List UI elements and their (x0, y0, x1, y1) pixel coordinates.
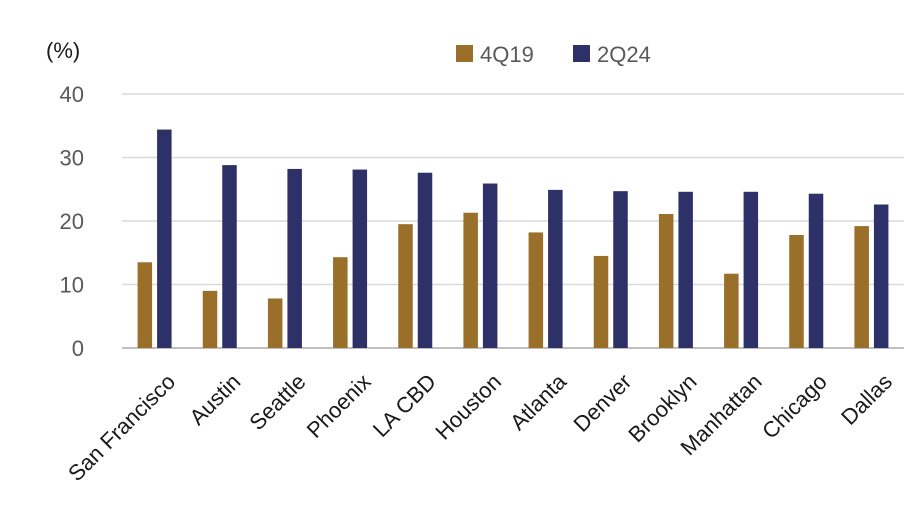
bar-2q24 (222, 165, 237, 348)
bar-2q24 (678, 191, 693, 348)
x-category-label: Atlanta (505, 368, 572, 435)
bar-4q19 (593, 255, 609, 348)
bar-2q24 (352, 169, 368, 348)
y-tick-label: 10 (60, 273, 84, 298)
x-category-label: Chicago (757, 369, 832, 444)
x-category-label: Phoenix (302, 369, 376, 443)
x-category-label: Dallas (836, 369, 897, 430)
bar-2q24 (808, 193, 824, 348)
bar-4q19 (789, 234, 804, 348)
legend-label-2q24: 2Q24 (597, 42, 651, 67)
bar-4q19 (724, 273, 739, 348)
x-category-label: Austin (184, 369, 245, 430)
y-tick-label: 20 (60, 209, 84, 234)
bar-4q19 (463, 212, 478, 348)
legend: 4Q19 2Q24 (456, 42, 651, 67)
bar-2q24 (613, 191, 628, 348)
y-tick-label: 0 (72, 336, 84, 361)
bar-4q19 (137, 262, 153, 348)
y-tick-label: 30 (60, 146, 84, 171)
bar-4q19 (267, 298, 283, 348)
bar-2q24 (873, 204, 889, 348)
x-category-label: LA CBD (368, 369, 441, 442)
legend-swatch-2q24 (573, 45, 590, 62)
bar-2q24 (417, 172, 433, 348)
bar-2q24 (743, 191, 759, 348)
legend-label-4q19: 4Q19 (480, 42, 534, 67)
bar-4q19 (854, 226, 869, 348)
x-category-label: San Francisco (63, 369, 180, 486)
bar-4q19 (333, 257, 348, 348)
bar-2q24 (157, 129, 172, 348)
bar-4q19 (202, 290, 218, 348)
gridlines (122, 93, 904, 349)
bar-4q19 (528, 232, 544, 348)
bar-4q19 (658, 214, 674, 348)
x-category-label: Houston (430, 369, 506, 445)
bar-2q24 (287, 168, 302, 348)
y-axis-unit-label: (%) (46, 38, 80, 63)
legend-swatch-4q19 (456, 45, 473, 62)
bar-2q24 (548, 189, 563, 348)
bar-4q19 (398, 224, 413, 348)
bar-2q24 (482, 183, 498, 348)
bars (137, 129, 889, 348)
y-axis-ticks: 0 10 20 30 40 (60, 82, 84, 361)
y-tick-label: 40 (60, 82, 84, 107)
